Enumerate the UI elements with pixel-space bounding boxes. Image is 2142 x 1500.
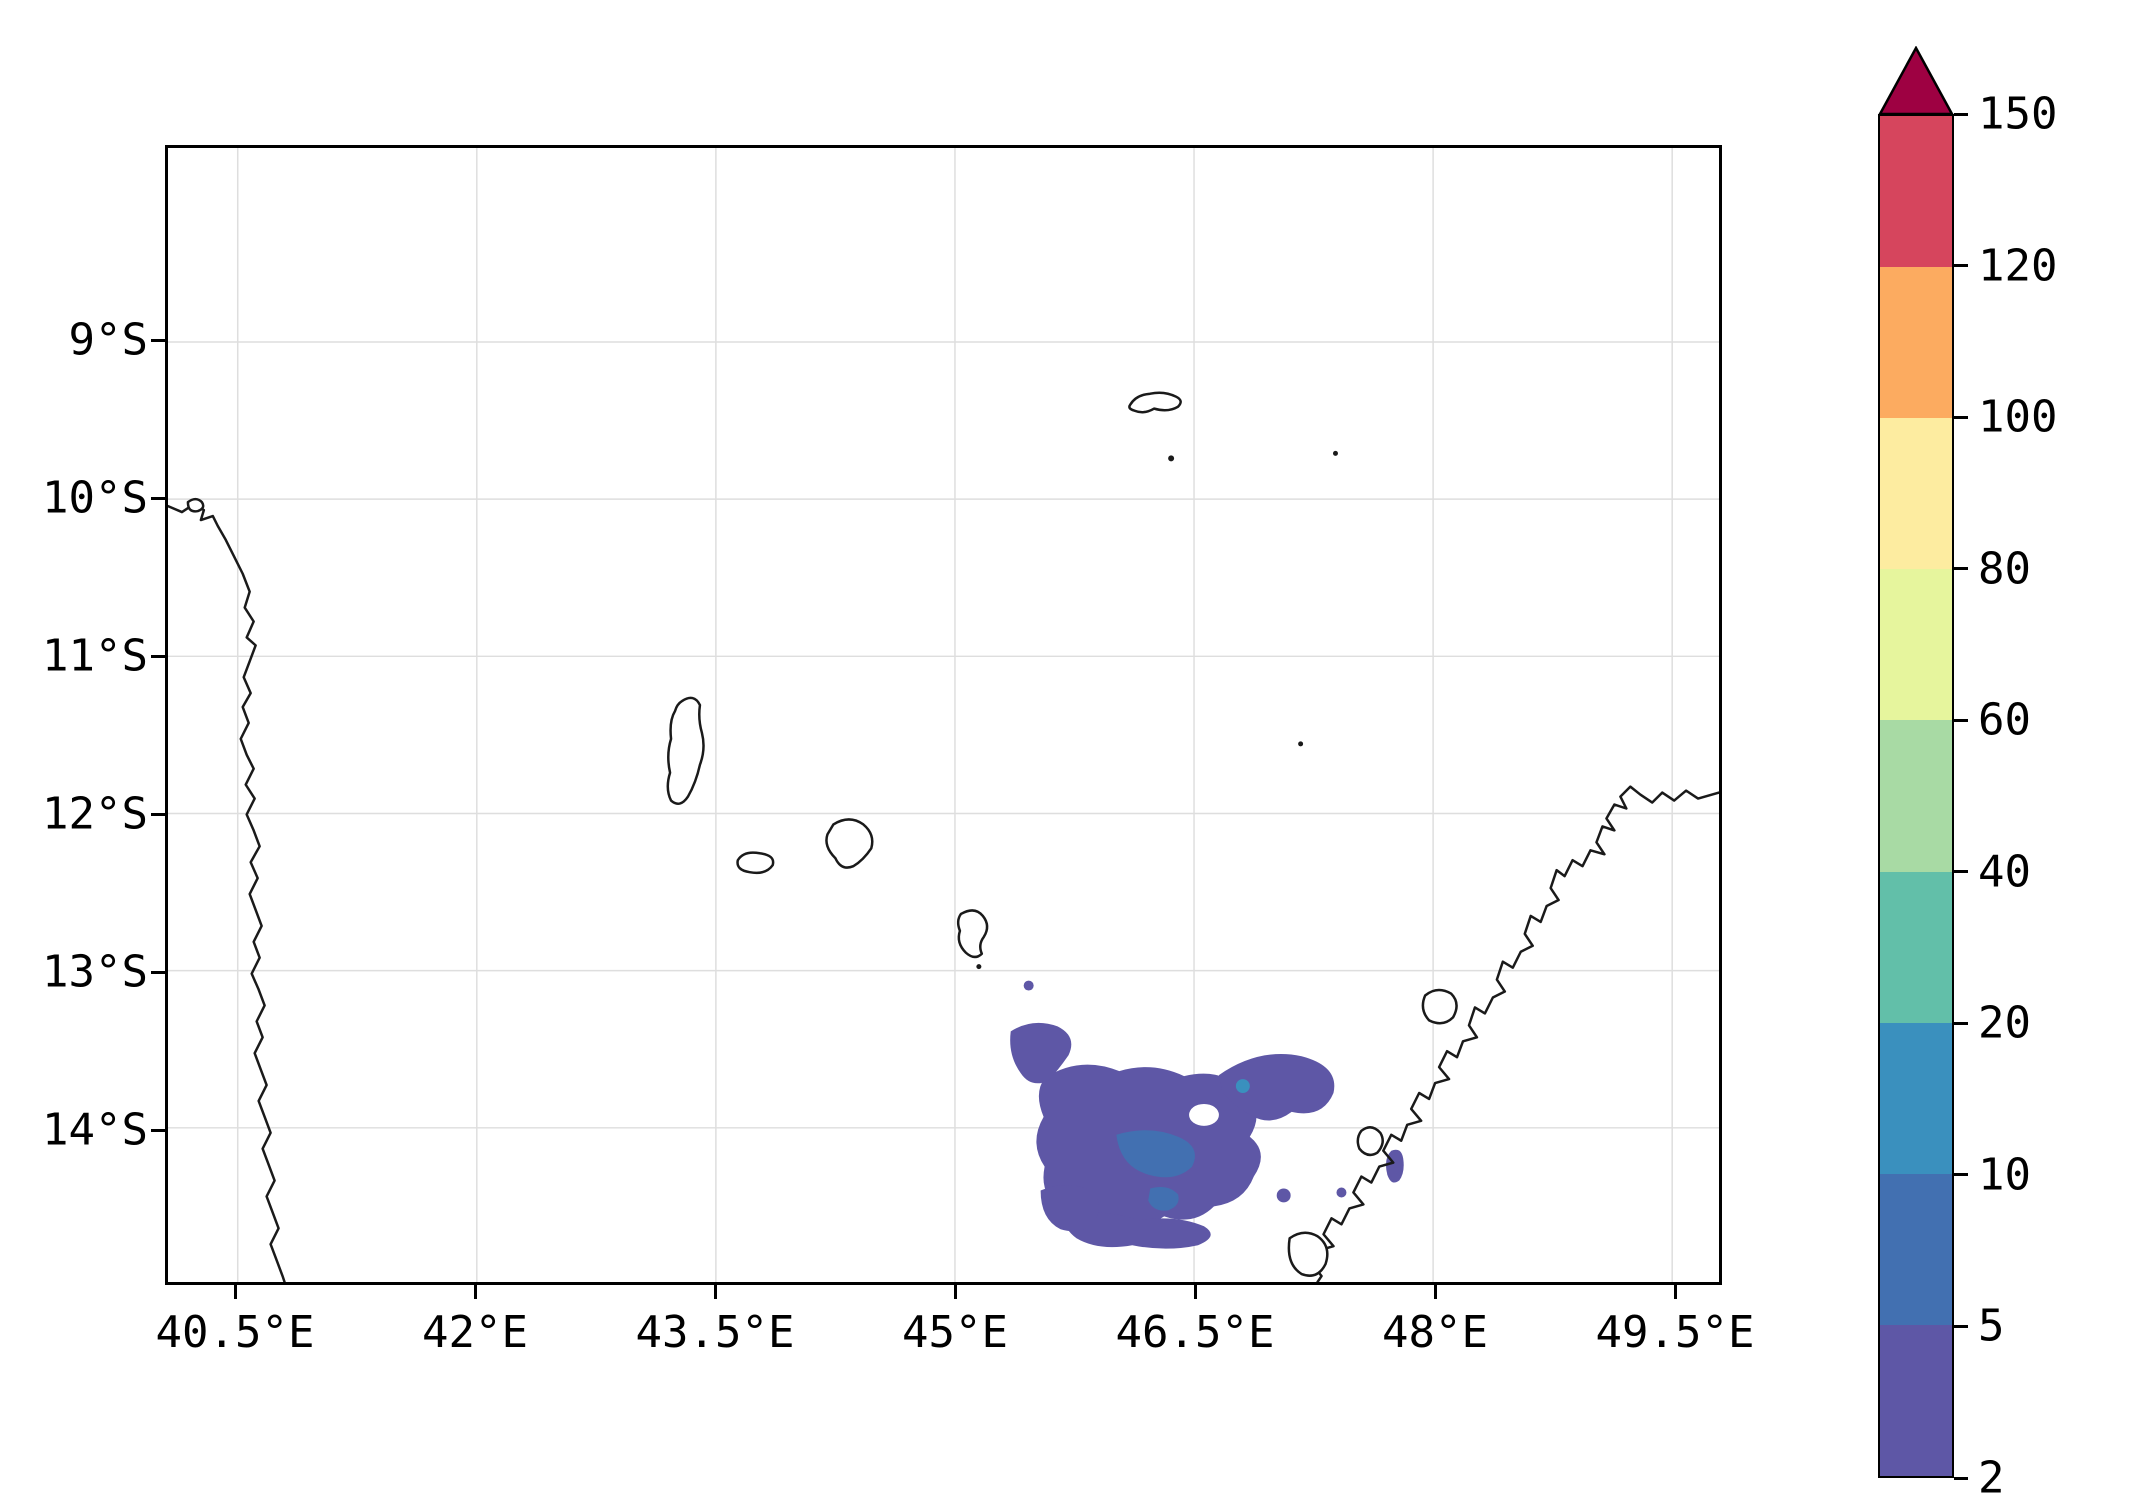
- colorbar-tick: [1954, 718, 1968, 722]
- x-axis-tick: [1193, 1285, 1197, 1299]
- y-axis-tick: [151, 654, 165, 658]
- map-canvas: [168, 148, 1719, 1282]
- colorbar-tick-label: 2: [1978, 1452, 2005, 1500]
- rain-region-2-5mm: [1385, 1149, 1404, 1183]
- colorbar-tick: [1954, 1021, 1968, 1025]
- colorbar-segment: [1880, 418, 1952, 570]
- x-tick-label: 43.5°E: [635, 1307, 795, 1358]
- colorbar-segment: [1880, 267, 1952, 419]
- y-axis-tick: [151, 496, 165, 500]
- colorbar: [1878, 114, 1954, 1478]
- island-aldabra: [1128, 391, 1182, 414]
- map-axes: [165, 145, 1722, 1285]
- island-offshore-south: [1287, 1231, 1329, 1277]
- x-axis-tick: [1433, 1285, 1437, 1299]
- x-tick-label: 49.5°E: [1595, 1307, 1755, 1358]
- island-moheli: [736, 851, 775, 875]
- rain-speck-2-5mm: [1336, 1187, 1347, 1198]
- islet-near-africa: [186, 497, 205, 513]
- colorbar-tick: [1954, 415, 1968, 419]
- x-tick-label: 48°E: [1382, 1307, 1488, 1358]
- rain-region-2-5mm: [1064, 1212, 1211, 1249]
- x-axis-tick: [713, 1285, 717, 1299]
- rain-region-10-20mm: [1235, 1079, 1250, 1093]
- islet-dot: [1168, 455, 1175, 462]
- y-tick-label: 10°S: [42, 472, 148, 524]
- island-grande-comore: [666, 696, 705, 805]
- colorbar-tick-label: 40: [1978, 846, 2031, 898]
- x-axis-tick: [1673, 1285, 1677, 1299]
- colorbar-tick-label: 60: [1978, 694, 2031, 746]
- rain-region-2-5mm: [1010, 1022, 1072, 1084]
- colorbar-segment: [1880, 871, 1952, 1023]
- y-axis-tick: [151, 812, 165, 816]
- y-axis-tick: [151, 1128, 165, 1132]
- gridlines: [168, 148, 1719, 1282]
- coastlines: [168, 391, 1719, 1282]
- rain-hole: [1189, 1103, 1219, 1126]
- rain-region-2-5mm: [1040, 1184, 1099, 1232]
- colorbar-segment: [1880, 720, 1952, 872]
- y-tick-label: 13°S: [42, 946, 148, 998]
- rain-region-2-5mm: [1218, 1054, 1335, 1121]
- rainfall-contours: [1010, 980, 1404, 1249]
- colorbar-tick-label: 80: [1978, 543, 2031, 595]
- colorbar-segment: [1880, 1022, 1952, 1174]
- islet-dot: [1298, 741, 1304, 747]
- colorbar-segment: [1880, 1324, 1952, 1476]
- rain-region-5-10mm: [1148, 1186, 1179, 1211]
- colorbar-extend-arrow: [1878, 46, 1954, 116]
- island-mayotte: [956, 909, 989, 959]
- y-tick-label: 11°S: [42, 630, 148, 682]
- coastline-africa: [168, 502, 286, 1282]
- colorbar-tick-label: 150: [1978, 88, 2058, 140]
- colorbar-tick: [1954, 264, 1968, 268]
- colorbar-tick-label: 20: [1978, 997, 2031, 1049]
- colorbar-over-triangle: [1878, 46, 1954, 116]
- colorbar-tick-label: 5: [1978, 1300, 2005, 1352]
- colorbar-segment: [1880, 569, 1952, 721]
- rain-region-5-10mm: [1116, 1130, 1195, 1178]
- x-axis-tick: [953, 1285, 957, 1299]
- colorbar-tick: [1954, 870, 1968, 874]
- y-tick-label: 14°S: [42, 1104, 148, 1156]
- x-tick-label: 40.5°E: [155, 1307, 315, 1358]
- island-nosy-be: [1421, 988, 1458, 1025]
- colorbar-segment: [1880, 116, 1952, 268]
- colorbar-segment: [1880, 1173, 1952, 1325]
- colorbar-tick: [1954, 567, 1968, 571]
- y-tick-label: 12°S: [42, 788, 148, 840]
- colorbar-tick-label: 100: [1978, 391, 2058, 443]
- y-axis-tick: [151, 338, 165, 342]
- x-axis-tick: [473, 1285, 477, 1299]
- colorbar-tick: [1954, 112, 1968, 116]
- x-tick-label: 42°E: [422, 1307, 528, 1358]
- colorbar-tick-label: 120: [1978, 240, 2058, 292]
- colorbar-tick: [1954, 1476, 1968, 1480]
- x-tick-label: 46.5°E: [1115, 1307, 1275, 1358]
- islet-dot: [1332, 450, 1338, 456]
- rain-speck-2-5mm: [1023, 980, 1034, 991]
- x-tick-label: 45°E: [902, 1307, 1008, 1358]
- y-axis-tick: [151, 970, 165, 974]
- islet-dot: [976, 964, 982, 970]
- colorbar-tick-label: 10: [1978, 1149, 2031, 1201]
- island-anjouan: [825, 818, 874, 869]
- colorbar-tick: [1954, 1173, 1968, 1177]
- island-small-coastal: [1356, 1126, 1384, 1157]
- rain-speck-2-5mm: [1276, 1188, 1291, 1203]
- colorbar-tick: [1954, 1324, 1968, 1328]
- y-tick-label: 9°S: [68, 314, 148, 366]
- coastline-madagascar: [1312, 785, 1719, 1282]
- x-axis-tick: [233, 1285, 237, 1299]
